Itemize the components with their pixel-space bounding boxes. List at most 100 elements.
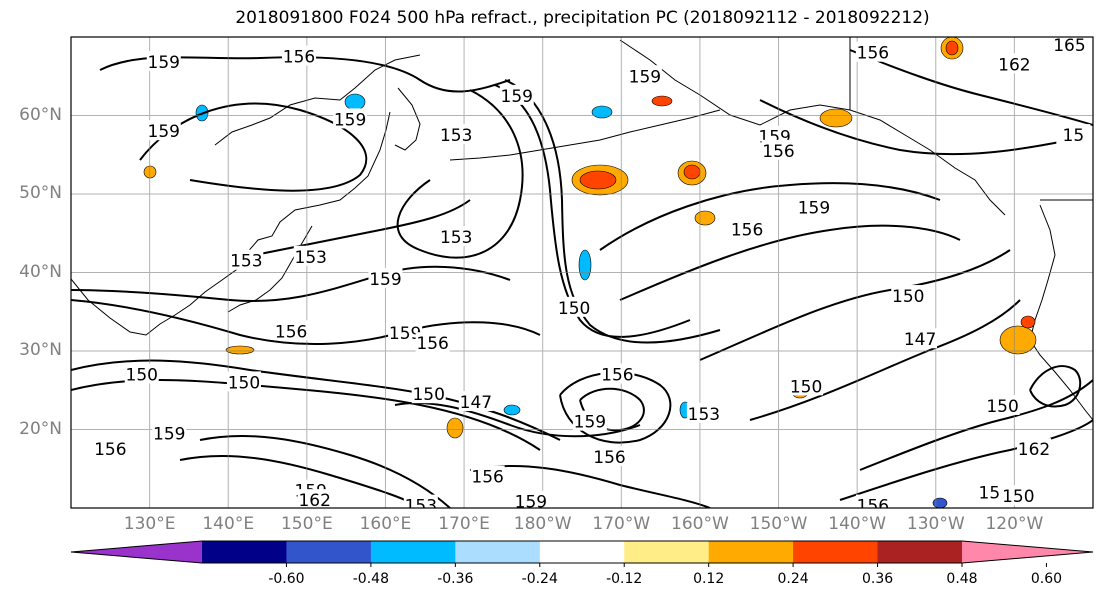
contour-label-bg	[333, 108, 368, 129]
contour-label-bg	[229, 249, 264, 270]
longitude-label: 150°W	[749, 514, 808, 534]
longitude-label: 120°W	[985, 514, 1044, 534]
precip-blob	[344, 93, 366, 111]
map-title: 2018091800 F024 500 hPa refract., precip…	[235, 8, 930, 28]
contour-label-bg	[997, 53, 1032, 74]
colorbar-swatch	[286, 541, 372, 563]
contour-label: 156	[593, 448, 625, 468]
contour-label-bg	[403, 494, 438, 508]
contour-label-bg	[730, 218, 765, 239]
colorbar-tick-label: -0.36	[437, 571, 474, 587]
contour-label-bg	[293, 245, 328, 266]
contour-label-bg	[152, 422, 187, 443]
contour-label: 147	[460, 393, 492, 413]
contour-label-bg	[985, 394, 1020, 415]
colorbar-tick-label: 0.24	[777, 571, 809, 587]
longitude-label: 170°E	[438, 514, 490, 534]
colorbar-tick-label: -0.24	[521, 571, 558, 587]
contour-label: 153	[440, 228, 472, 248]
precip-blob	[1020, 315, 1036, 329]
longitude-label: 130°W	[906, 514, 965, 534]
contour-label: 150	[1002, 487, 1034, 507]
contour-label: 159	[153, 424, 185, 444]
contour-line	[619, 224, 961, 301]
contour-label-bg	[439, 124, 474, 145]
contour-label-bg	[789, 375, 824, 396]
latitude-label: 40°N	[19, 261, 62, 282]
contour-label-bg	[1001, 485, 1036, 506]
colorbar-tick-label: 0.48	[946, 571, 978, 587]
contour-label: 159	[574, 413, 606, 433]
coastlines	[71, 37, 1093, 421]
contour-label: 153	[688, 405, 720, 425]
longitude-label: 130°E	[123, 514, 176, 534]
contour-line	[229, 199, 471, 261]
latitude-label: 20°N	[19, 418, 62, 439]
contour-label: 153	[230, 252, 262, 272]
contour-label-bg	[297, 489, 332, 508]
colorbar-swatch	[370, 541, 456, 563]
contour-label-bg	[592, 445, 627, 466]
contour-label-bg	[281, 45, 316, 66]
contour-label: 150	[126, 366, 158, 386]
colorbar-tick-label: -0.48	[352, 571, 389, 587]
contour-label: 156	[275, 322, 307, 342]
contour-label: 159	[148, 53, 180, 73]
contour-label-bg	[458, 391, 493, 412]
contour-line	[504, 79, 721, 344]
contour-labels: 159 1561591591531591591561621651591561515…	[93, 37, 1091, 517]
precipitation-shading	[143, 37, 1037, 508]
contour-line	[859, 379, 1093, 471]
coastline-asia	[71, 111, 391, 336]
contour-label-bg	[891, 285, 926, 306]
contour-label: 150	[558, 299, 590, 319]
contour-label: 150	[228, 373, 260, 393]
contour-label-bg	[1056, 124, 1091, 145]
contour-label: 159	[369, 270, 401, 290]
contour-label-bg	[146, 120, 181, 141]
contour-line	[179, 455, 421, 508]
contour-label-bg	[124, 363, 159, 384]
contour-label-bg	[1017, 438, 1052, 459]
precip-blob	[503, 404, 521, 416]
contour-line	[71, 299, 541, 346]
contour-line	[199, 435, 451, 508]
colorbar-swatch	[539, 541, 625, 563]
coastline-alaska	[619, 39, 1006, 216]
contour-label: 159	[148, 122, 180, 142]
colorbar-tick-label: 0.36	[861, 571, 894, 587]
contour-line	[759, 99, 1071, 156]
contour-label-bg	[226, 371, 261, 392]
latitude-label: 60°N	[19, 104, 62, 125]
contour-label-bg	[761, 139, 796, 160]
precip-blob	[591, 105, 613, 119]
contour-line	[139, 102, 368, 192]
contour-label-bg	[903, 328, 938, 349]
longitude-label: 160°E	[359, 514, 412, 534]
contour-label: 156	[283, 48, 315, 68]
colorbar-swatch	[962, 541, 1093, 563]
contour-label: 156	[857, 497, 889, 517]
colorbar-tick-label: 0.60	[1030, 571, 1063, 587]
colorbar-swatch	[202, 541, 287, 563]
contour-label-bg	[388, 321, 423, 342]
contour-label-bg	[627, 65, 662, 86]
contour-label-bg	[499, 84, 534, 105]
contour-label-bg	[855, 494, 890, 508]
precip-blob	[694, 210, 716, 226]
colorbar-swatch	[71, 541, 202, 563]
contour-label: 150	[892, 287, 924, 307]
contour-line	[599, 182, 941, 251]
contour-label: 153	[405, 497, 437, 517]
contour-label-bg	[557, 296, 592, 317]
contour-label: 156	[762, 142, 794, 162]
contour-line	[396, 89, 524, 259]
contour-label: 159	[389, 324, 421, 344]
contour-line	[749, 299, 1021, 421]
latitude-label: 30°N	[19, 340, 62, 360]
longitude-label: 170°W	[592, 514, 651, 534]
contour-label: 162	[1018, 440, 1050, 460]
contour-label-bg	[411, 383, 446, 404]
contour-line	[494, 84, 691, 338]
aleutian-islands	[449, 109, 721, 161]
